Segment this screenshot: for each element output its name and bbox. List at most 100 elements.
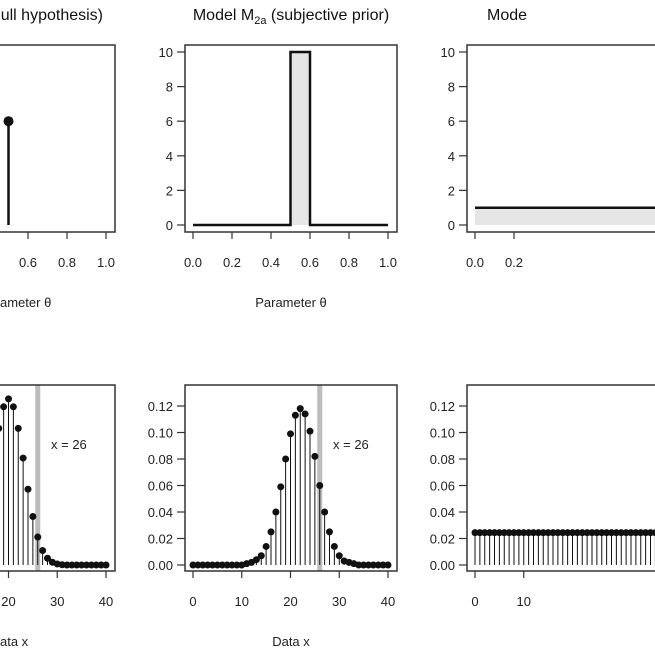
x-tick-label: 40 bbox=[381, 594, 395, 609]
panel-title: Model M2a (subjective prior) bbox=[193, 7, 389, 27]
x-tick-label: 0.2 bbox=[223, 255, 241, 270]
data-point bbox=[335, 552, 343, 560]
observed-label: x = 26 bbox=[51, 437, 87, 452]
y-tick-label: 0.08 bbox=[148, 452, 173, 467]
data-point bbox=[83, 561, 90, 569]
data-point bbox=[374, 561, 382, 569]
data-point bbox=[573, 529, 581, 537]
x-tick-label: 30 bbox=[50, 594, 64, 609]
y-tick-label: 0.12 bbox=[430, 399, 455, 414]
plot-box bbox=[0, 44, 116, 233]
y-tick-label: 8 bbox=[448, 80, 455, 95]
panel-bottom-right: 0 10 0.00 0.02 0.04 0.06 0.08 0.10 0.12 bbox=[430, 384, 655, 609]
y-tick-label: 0.00 bbox=[430, 558, 455, 573]
data-point bbox=[520, 529, 528, 537]
y-tick-label: 6 bbox=[166, 114, 173, 129]
data-point bbox=[189, 561, 197, 569]
data-point bbox=[252, 556, 260, 564]
data-point bbox=[92, 561, 100, 569]
data-point bbox=[369, 561, 377, 569]
x-tick-label: 0.0 bbox=[184, 255, 202, 270]
data-point bbox=[588, 529, 596, 537]
data-point bbox=[0, 425, 3, 432]
x-axis: 20 30 40 bbox=[1, 571, 113, 609]
data-point bbox=[87, 561, 95, 569]
data-point bbox=[9, 403, 17, 411]
data-point bbox=[598, 529, 606, 537]
data-point bbox=[63, 561, 71, 569]
plot-box bbox=[466, 44, 655, 233]
density-fill bbox=[475, 207, 655, 225]
y-tick-label: 0.00 bbox=[148, 558, 173, 573]
data-point bbox=[515, 529, 523, 537]
title-text: (subjective prior) bbox=[266, 7, 389, 24]
data-point bbox=[267, 528, 275, 536]
data-point bbox=[277, 483, 285, 491]
y-tick-label: 0.08 bbox=[430, 452, 455, 467]
y-tick-label: 2 bbox=[448, 183, 455, 198]
data-point bbox=[291, 411, 299, 419]
x-tick-label: 0.6 bbox=[19, 255, 37, 270]
y-tick-label: 0.04 bbox=[430, 505, 455, 520]
data-point bbox=[642, 529, 650, 537]
data-point bbox=[491, 529, 498, 537]
plot-box bbox=[184, 44, 398, 233]
data-point bbox=[296, 405, 304, 413]
data-point bbox=[384, 561, 392, 569]
data-point bbox=[471, 529, 479, 537]
data-point bbox=[500, 529, 508, 537]
panel-top-middle: 0.0 0.2 0.4 0.6 0.8 1.0 0 2 4 6 8 10 Parameter θ Mode… bbox=[159, 7, 398, 310]
data-point bbox=[218, 561, 226, 569]
panel-bottom-left: x = 26 20 30 40 ata x bbox=[0, 384, 116, 649]
data-point bbox=[360, 561, 368, 569]
data-point bbox=[0, 403, 8, 411]
data-point bbox=[287, 430, 294, 438]
x-tick-label: 20 bbox=[283, 594, 297, 609]
y-tick-label: 0.12 bbox=[148, 399, 173, 414]
data-point bbox=[505, 529, 513, 537]
data-point bbox=[554, 529, 562, 537]
data-point bbox=[544, 529, 552, 537]
x-tick-label: 30 bbox=[332, 594, 346, 609]
data-point bbox=[321, 508, 329, 516]
x-tick-label: 0.6 bbox=[301, 255, 319, 270]
y-tick-label: 8 bbox=[166, 80, 173, 95]
data-point bbox=[68, 561, 76, 569]
data-point bbox=[330, 542, 338, 550]
data-point bbox=[593, 529, 601, 537]
data-point bbox=[5, 395, 12, 403]
plot-box bbox=[466, 384, 655, 572]
data-point bbox=[559, 529, 567, 537]
density-line bbox=[193, 50, 388, 227]
observed-band bbox=[317, 385, 323, 571]
data-point bbox=[39, 547, 47, 555]
x-axis-label: Parameter θ bbox=[255, 295, 327, 310]
x-axis: 0 10 bbox=[471, 571, 531, 609]
data-point bbox=[534, 529, 542, 537]
data-point bbox=[209, 561, 216, 569]
y-axis: 0.00 0.02 0.04 0.06 0.08 0.10 0.12 bbox=[148, 399, 185, 573]
data-point bbox=[583, 529, 591, 537]
y-axis: 0 2 4 6 8 10 bbox=[159, 45, 185, 233]
data-point bbox=[495, 529, 503, 537]
data-point bbox=[365, 561, 372, 569]
panel-title: ull hypothesis) bbox=[1, 7, 103, 24]
x-tick-label: 1.0 bbox=[379, 255, 397, 270]
data-point bbox=[306, 427, 314, 435]
data-point bbox=[622, 529, 630, 537]
y-tick-label: 0.02 bbox=[430, 532, 455, 547]
data-point bbox=[228, 561, 236, 569]
data-point bbox=[199, 561, 207, 569]
data-point bbox=[97, 561, 105, 569]
y-tick-label: 0.06 bbox=[148, 479, 173, 494]
data-point bbox=[608, 529, 615, 537]
x-axis-label: ata x bbox=[0, 634, 29, 649]
x-axis: 0.0 0.2 bbox=[466, 232, 523, 270]
data-point bbox=[24, 485, 32, 493]
y-tick-label: 10 bbox=[159, 45, 173, 60]
x-axis: 0.0 0.2 0.4 0.6 0.8 1.0 bbox=[184, 232, 397, 270]
data-point bbox=[647, 529, 654, 537]
x-axis-label: Data x bbox=[272, 634, 310, 649]
